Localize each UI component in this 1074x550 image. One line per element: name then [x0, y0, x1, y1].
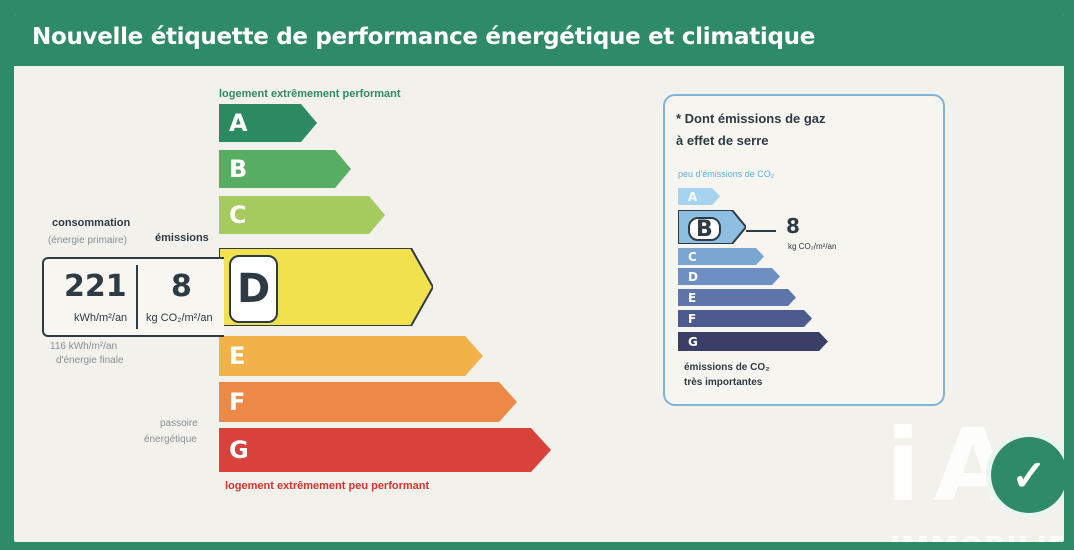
ghg-unit: kg CO₂/m²/an — [788, 242, 837, 251]
ghg-bar-e: E — [678, 289, 796, 306]
ghg-bar-a: A — [678, 188, 720, 205]
check-icon: ✓ — [1011, 451, 1047, 499]
emissions-value: 8 — [171, 269, 192, 304]
energy-bar-d: D — [219, 248, 433, 326]
bleed-through-text — [54, 72, 59, 94]
ghg-letter-g: G — [688, 334, 698, 349]
energy-letter-e: E — [229, 342, 246, 370]
emissions-label: émissions — [155, 232, 209, 244]
ghg-bar-g: G — [678, 332, 828, 351]
ghg-panel — [663, 94, 945, 406]
final-energy-value: 116 kWh/m²/an — [50, 341, 118, 352]
energy-letter-g: G — [229, 436, 249, 464]
ghg-letter-f: F — [688, 311, 697, 326]
ghg-bottom-caption-1: émissions de CO₂ — [684, 362, 770, 373]
consumption-unit: kWh/m²/an — [74, 312, 128, 324]
ghg-letter-a: A — [688, 189, 698, 204]
energy-bar-e: E — [219, 336, 483, 376]
ghg-bottom-caption-2: très importantes — [684, 377, 763, 388]
consumption-sublabel: (énergie primaire) — [48, 235, 127, 246]
energy-letter-b: B — [229, 155, 248, 183]
ghg-bar-d: D — [678, 268, 780, 285]
energy-letter-a: A — [229, 109, 248, 137]
ghg-value: 8 — [786, 214, 800, 238]
ghg-title-line1: * Dont émissions de gaz — [676, 111, 826, 126]
ghg-title-line2: à effet de serre — [676, 133, 769, 148]
ghg-letter-c: C — [688, 249, 697, 264]
passoire-label-1: passoire — [160, 418, 198, 429]
energy-bar-c: C — [219, 196, 385, 234]
iad-logo-i: i — [886, 407, 921, 524]
energy-letter-f: F — [229, 388, 246, 416]
final-energy-label: d'énergie finale — [56, 355, 124, 366]
energy-bar-f: F — [219, 382, 517, 422]
values-box — [42, 257, 224, 337]
energy-letter-d: D — [229, 255, 279, 323]
iad-logo-text: IMMOBILIER — [890, 530, 1064, 542]
energy-bar-a: A — [219, 104, 317, 142]
consumption-label: consommation — [52, 217, 131, 229]
consumption-value: 221 — [64, 269, 127, 304]
passoire-label-2: énergétique — [144, 434, 197, 445]
dpe-card: Nouvelle étiquette de performance énergé… — [14, 14, 1064, 542]
ghg-bar-b: B — [678, 210, 746, 244]
ghg-top-caption: peu d'émissions de CO₂ — [678, 169, 775, 179]
ghg-letter-d: D — [688, 269, 698, 284]
ghg-value-connector — [746, 230, 776, 232]
values-divider — [136, 265, 138, 329]
emissions-unit: kg CO₂/m²/an — [146, 312, 213, 324]
ghg-letter-b: B — [688, 217, 721, 242]
title-bar: Nouvelle étiquette de performance énergé… — [14, 14, 1064, 66]
ghg-bar-c: C — [678, 248, 764, 265]
energy-top-caption: logement extrêmement performant — [219, 88, 401, 100]
energy-bar-g: G — [219, 428, 551, 472]
page-title: Nouvelle étiquette de performance énergé… — [32, 24, 816, 50]
iad-logo-check-badge: ✓ — [986, 432, 1064, 518]
energy-bar-b: B — [219, 150, 351, 188]
energy-letter-c: C — [229, 201, 247, 229]
ghg-bar-f: F — [678, 310, 812, 327]
energy-bottom-caption: logement extrêmement peu performant — [225, 480, 430, 492]
ghg-letter-e: E — [688, 290, 697, 305]
